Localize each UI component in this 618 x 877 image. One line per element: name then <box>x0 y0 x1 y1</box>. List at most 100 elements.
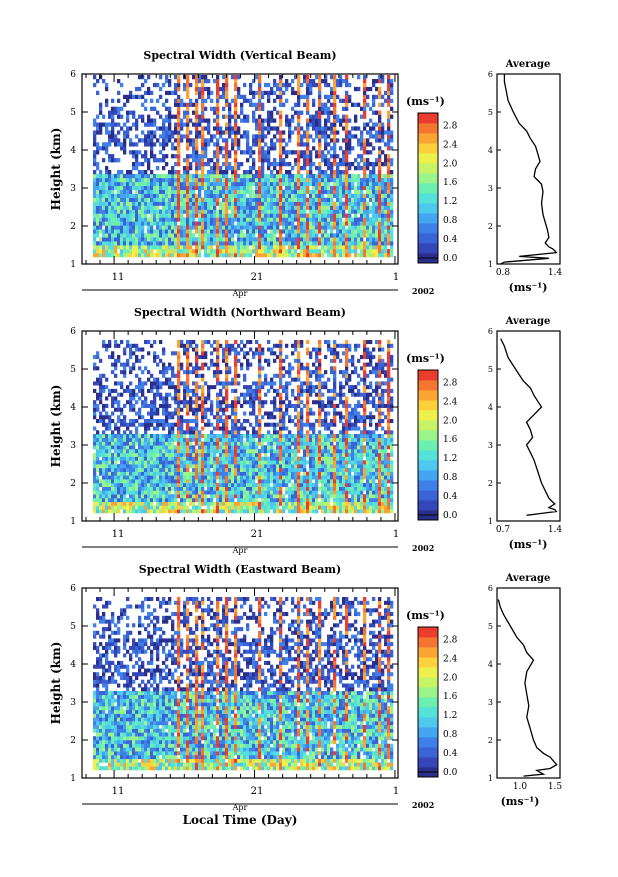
heatmap-cell <box>171 225 175 230</box>
heatmap-cell <box>222 177 226 183</box>
heatmap-cell <box>210 437 214 442</box>
heatmap-cell <box>246 197 250 202</box>
heatmap-cell <box>384 225 388 230</box>
heatmap-cell <box>231 441 235 446</box>
heatmap-cell <box>186 464 190 469</box>
heatmap-cell <box>126 229 130 234</box>
heatmap-cell <box>213 445 217 450</box>
heatmap-cell <box>96 130 100 135</box>
heatmap-cell <box>348 98 352 103</box>
heatmap-cell <box>348 221 352 226</box>
heatmap-cell <box>198 396 202 401</box>
heatmap-cell <box>135 385 139 390</box>
heatmap-cell <box>270 193 274 198</box>
heatmap-cell <box>270 253 274 258</box>
heatmap-cell <box>111 479 115 484</box>
heatmap-cell <box>354 205 358 210</box>
heatmap-cell <box>342 79 346 84</box>
heatmap-cell <box>147 173 151 179</box>
heatmap-cell <box>141 460 145 465</box>
heatmap-cell <box>330 229 334 234</box>
heatmap-cell <box>225 407 229 412</box>
heatmap-cell <box>336 82 340 88</box>
heatmap-cell <box>228 110 232 115</box>
heatmap-cell <box>216 381 220 386</box>
heatmap-cell <box>339 245 343 250</box>
heatmap-cell <box>156 501 160 506</box>
heatmap-cell <box>243 130 247 135</box>
heatmap-cell <box>93 437 97 442</box>
heatmap-cell <box>132 154 136 159</box>
heatmap-cell <box>132 456 136 461</box>
heatmap-cell <box>210 490 214 495</box>
heatmap-cell <box>219 381 223 386</box>
heatmap-cell <box>123 452 127 457</box>
heatmap-cell <box>150 181 154 187</box>
heatmap-cell <box>378 189 382 194</box>
heatmap-cell <box>93 464 97 469</box>
heatmap-cell <box>345 150 349 155</box>
heatmap-cell <box>201 340 205 345</box>
heatmap-cell <box>387 193 391 198</box>
heatmap-cell <box>360 146 364 151</box>
heatmap-cell <box>123 388 127 393</box>
heatmap-cell <box>231 460 235 465</box>
heatmap-cell <box>189 449 193 454</box>
heatmap-cell <box>231 237 235 242</box>
heatmap-cell <box>150 138 154 143</box>
heatmap-cell <box>231 75 235 80</box>
heatmap-cell <box>225 392 229 397</box>
heatmap-cell <box>210 400 214 405</box>
heatmap-cell <box>99 249 103 254</box>
heatmap-cell <box>99 490 103 495</box>
heatmap-cell <box>114 407 118 412</box>
heatmap-cell <box>129 138 133 143</box>
heatmap-cell <box>201 106 205 111</box>
heatmap-cell <box>297 189 301 194</box>
heatmap-cell <box>378 86 382 92</box>
heatmap-cell <box>330 197 334 202</box>
heatmap-cell <box>195 79 199 84</box>
heatmap-cell <box>198 467 202 472</box>
heatmap-cell <box>375 177 379 183</box>
heatmap-cell <box>120 385 124 390</box>
heatmap-cell <box>324 118 328 123</box>
heatmap-cell <box>210 173 214 179</box>
heatmap-cell <box>378 221 382 226</box>
heatmap-cell <box>276 221 280 226</box>
heatmap-cell <box>354 158 358 163</box>
heatmap-cell <box>345 177 349 183</box>
heatmap-cell <box>183 221 187 226</box>
heatmap-cell <box>138 445 142 450</box>
heatmap-cell <box>363 217 367 222</box>
heatmap-cell <box>273 205 277 210</box>
heatmap-cell <box>387 82 391 88</box>
heatmap-cell <box>213 475 217 480</box>
heatmap-cell <box>111 467 115 472</box>
heatmap-cell <box>138 505 142 510</box>
heatmap-cell <box>267 110 271 115</box>
heatmap-cell <box>330 126 334 131</box>
heatmap-cell <box>282 253 286 258</box>
heatmap-cell <box>291 233 295 238</box>
heatmap-cell <box>162 249 166 254</box>
heatmap-cell <box>342 106 346 111</box>
heatmap-cell <box>162 245 166 250</box>
heatmap-cell <box>147 437 151 442</box>
heatmap-cell <box>168 205 172 210</box>
heatmap-cell <box>189 185 193 191</box>
heatmap-cell <box>234 245 238 250</box>
heatmap-cell <box>378 241 382 246</box>
heatmap-cell <box>195 253 199 258</box>
heatmap-cell <box>147 377 151 382</box>
heatmap-cell <box>120 213 124 218</box>
heatmap-cell <box>171 90 175 96</box>
heatmap-cell <box>201 142 205 147</box>
heatmap-cell <box>228 229 232 234</box>
heatmap-cell <box>192 388 196 393</box>
heatmap-cell <box>321 241 325 246</box>
heatmap-cell <box>237 221 241 226</box>
heatmap-cell <box>153 181 157 187</box>
heatmap-cell <box>330 225 334 230</box>
heatmap-cell <box>108 221 112 226</box>
